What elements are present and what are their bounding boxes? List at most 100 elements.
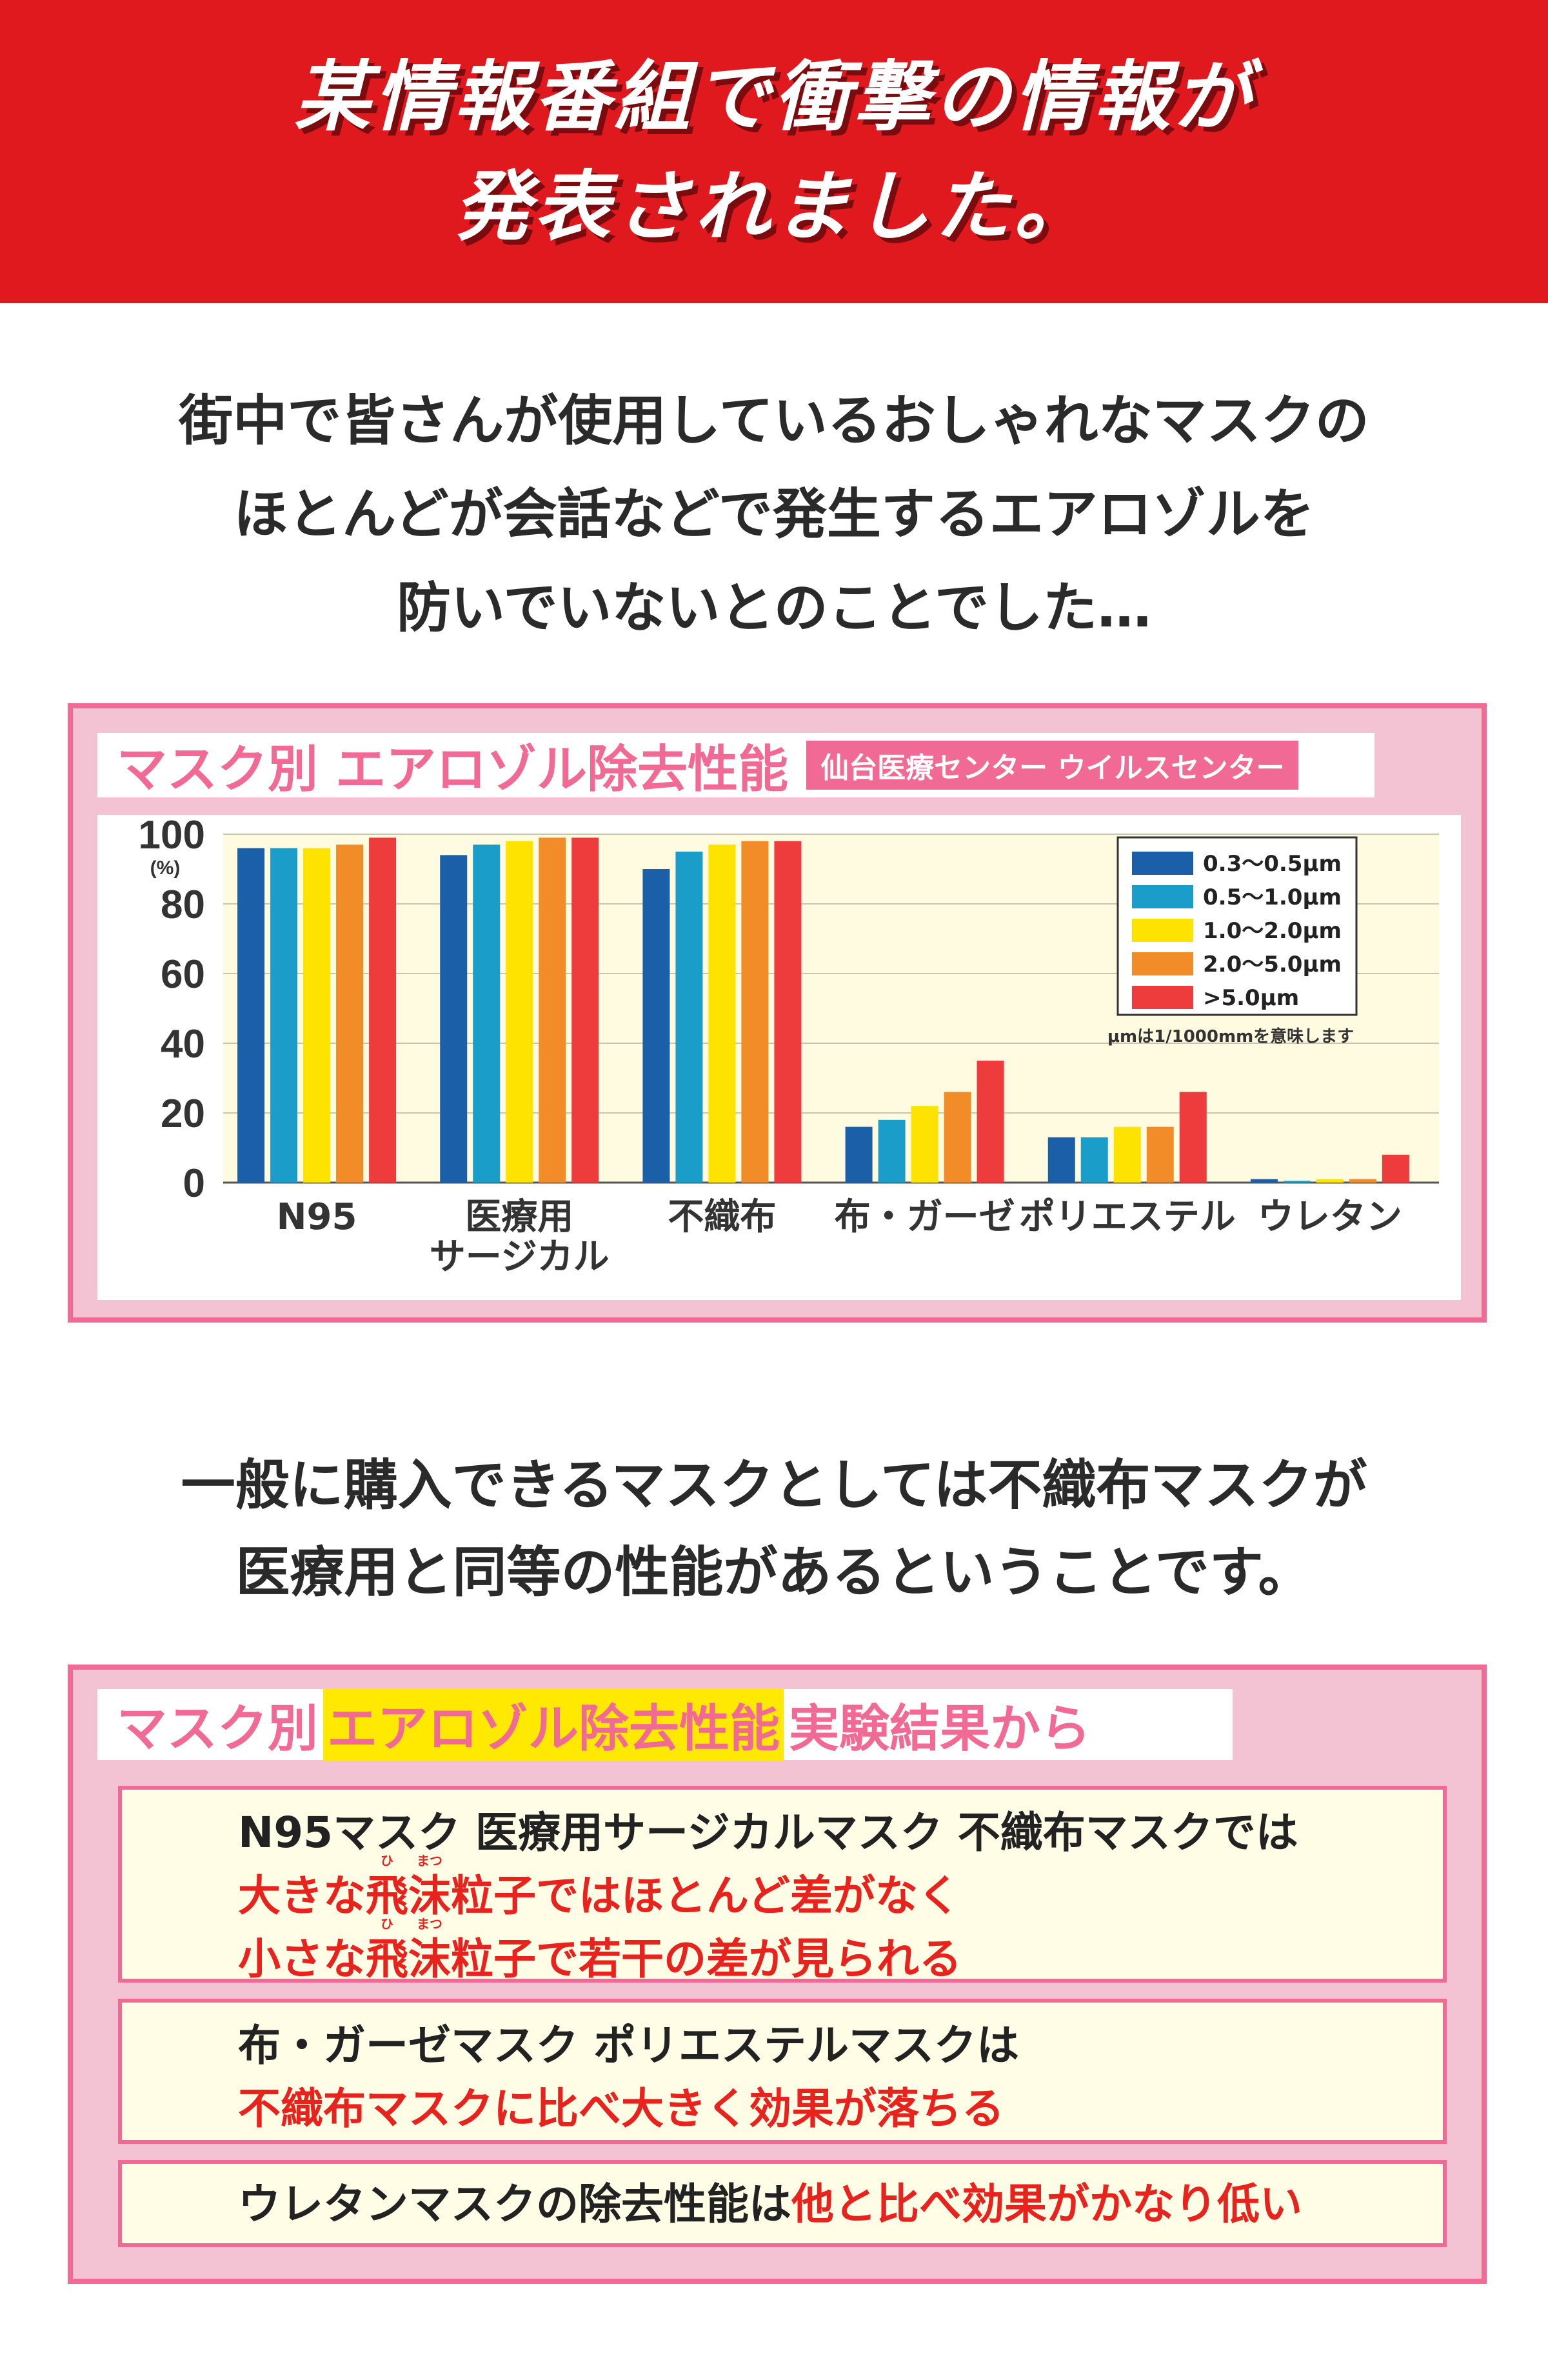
top-banner: 某情報番組で衝撃の情報が 発表されました。 <box>0 0 1548 303</box>
chart-header: マスク別 エアロゾル除去性能 仙台医療センター ウイルスセンター <box>97 733 1374 799</box>
results-title-highlight: エアロゾル除去性能 <box>323 1688 784 1761</box>
kanji-hi-2: 飛 <box>366 1934 408 1984</box>
bar-1-0 <box>440 855 468 1183</box>
finding-3-line: ウレタンマスクの除去性能は他と比べ効果がかなり低い <box>238 2173 1443 2236</box>
bar-5-2 <box>1316 1179 1344 1183</box>
kanji-hi: 飛 <box>366 1871 408 1921</box>
bar-1-1 <box>473 845 501 1183</box>
legend-label-2: 1.0〜2.0μm <box>1203 918 1342 944</box>
bar-5-1 <box>1283 1181 1311 1183</box>
legend-swatch-1 <box>1132 885 1193 908</box>
x-category-label-5: ウレタン <box>1258 1196 1402 1238</box>
intro-text: 街中で皆さんが使用しているおしゃれなマスクの ほとんどが会話などで発生するエアロ… <box>0 374 1548 655</box>
kanji-matsu-2: 沫 <box>408 1934 451 1984</box>
results-title-suffix: 実験結果から <box>789 1700 1091 1758</box>
finding-1-line-2-end: 粒子ではほとんど差がなく <box>451 1871 961 1921</box>
chart-source-badge: 仙台医療センター ウイルスセンター <box>806 741 1299 790</box>
ruby-text-hi: ひ <box>381 1853 393 1868</box>
intro-line-1: 街中で皆さんが使用しているおしゃれなマスクの <box>179 389 1369 452</box>
finding-2-line-2: 不織布マスクに比べ大きく効果が落ちる <box>238 2084 1004 2134</box>
y-tick-label-60: 60 <box>161 952 205 997</box>
summary-text: 一般に購入できるマスクとしては不織布マスクが 医療用と同等の性能があるということ… <box>0 1442 1548 1616</box>
bar-0-1 <box>270 848 298 1183</box>
bar-1-4 <box>571 837 599 1183</box>
finding-2-line-1: 布・ガーゼマスク ポリエステルマスクは <box>238 2021 1019 2070</box>
finding-1-line-3: 小さな飛ひ沫 まつ 粒子で若干の差が見られる <box>238 1916 1443 1991</box>
bar-3-0 <box>845 1126 873 1183</box>
legend-note: μmは1/1000mmを意味します <box>1107 1026 1354 1046</box>
ruby-hi-2: 飛ひ <box>366 1916 408 1991</box>
bar-4-0 <box>1047 1137 1075 1183</box>
ruby-matsu-2: 沫まつ <box>408 1916 451 1991</box>
bar-2-3 <box>741 841 769 1183</box>
finding-box-1: N95マスク 医療用サージカルマスク 不織布マスクでは 大きな飛ひ沫まつ 粒子では… <box>118 1786 1447 1984</box>
finding-1-line-2: 大きな飛ひ沫 まつ 粒子ではほとんど差がなく <box>238 1853 1443 1928</box>
banner-headline-line2: 発表されました。 <box>453 162 1094 251</box>
bar-3-1 <box>878 1119 906 1183</box>
finding-3-text-red: 他と比べ効果がかなり低い <box>791 2179 1302 2229</box>
y-axis-unit: (%) <box>150 857 181 879</box>
results-title-prefix: マスク別 <box>117 1700 319 1758</box>
summary-line-1: 一般に購入できるマスクとしては不織布マスクが <box>181 1454 1367 1517</box>
legend-swatch-2 <box>1132 919 1193 942</box>
bar-0-2 <box>303 848 331 1183</box>
ruby-matsu: 沫まつ <box>408 1853 451 1928</box>
ruby-text-matsu: まつ <box>417 1853 442 1868</box>
bar-5-3 <box>1349 1179 1376 1183</box>
bar-5-0 <box>1250 1179 1278 1183</box>
y-tick-label-80: 80 <box>161 883 205 927</box>
legend-label-0: 0.3〜0.5μm <box>1203 851 1342 877</box>
legend-swatch-4 <box>1132 986 1193 1009</box>
kanji-matsu: 沫 <box>408 1871 451 1921</box>
bar-2-4 <box>774 841 802 1183</box>
bar-2-1 <box>675 852 703 1183</box>
bar-3-4 <box>977 1061 1004 1183</box>
chart-panel: マスク別 エアロゾル除去性能 仙台医療センター ウイルスセンター 0 20 40 60… <box>68 703 1487 1323</box>
x-category-label-3: 布・ガーゼ <box>835 1196 1015 1238</box>
bar-4-2 <box>1113 1126 1141 1183</box>
legend-swatch-0 <box>1132 852 1193 875</box>
finding-box-2: 布・ガーゼマスク ポリエステルマスクは 不織布マスクに比べ大きく効果が落ちる <box>118 1999 1447 2144</box>
results-header: マスク別 エアロゾル除去性能 実験結果から <box>97 1688 1233 1761</box>
ruby-text-matsu-2: まつ <box>417 1916 442 1932</box>
y-tick-label-0: 0 <box>183 1161 205 1206</box>
bar-0-4 <box>369 837 397 1183</box>
legend-label-1: 0.5〜1.0μm <box>1203 885 1342 910</box>
legend-label-3: 2.0〜5.0μm <box>1203 952 1342 977</box>
x-category-label-0: N95 <box>277 1196 357 1238</box>
finding-1-line-2-start: 大きな <box>238 1871 366 1921</box>
bar-2-0 <box>642 869 670 1183</box>
bar-4-4 <box>1179 1092 1207 1183</box>
chart-title: マスク別 エアロゾル除去性能 <box>117 741 789 799</box>
bar-1-3 <box>539 837 566 1183</box>
bar-5-4 <box>1382 1154 1409 1183</box>
y-tick-label-20: 20 <box>161 1092 205 1136</box>
legend-swatch-3 <box>1132 952 1193 975</box>
results-panel: マスク別 エアロゾル除去性能 実験結果から N95マスク 医療用サージカルマスク… <box>68 1665 1487 2284</box>
bar-4-3 <box>1146 1126 1174 1183</box>
finding-1-line-3-end: 粒子で若干の差が見られる <box>451 1934 962 1984</box>
bar-3-3 <box>944 1092 971 1183</box>
bar-0-3 <box>336 845 364 1183</box>
finding-1-line-3-start: 小さな <box>238 1934 366 1984</box>
x-category-label-4: ポリエステル <box>1019 1196 1236 1238</box>
summary-line-2: 医療用と同等の性能があるということです。 <box>235 1541 1313 1604</box>
finding-3-text-black: ウレタンマスクの除去性能は <box>238 2179 791 2229</box>
finding-1-line-1: N95マスク 医療用サージカルマスク 不織布マスクでは <box>238 1808 1298 1857</box>
legend-label-4: >5.0μm <box>1203 985 1299 1011</box>
ruby-text-hi-2: ひ <box>381 1916 393 1932</box>
banner-headline-line1: 某情報番組で衝撃の情報が <box>293 52 1254 141</box>
x-category-label-1: 医療用 <box>465 1196 573 1238</box>
bar-1-2 <box>506 841 533 1183</box>
bar-2-2 <box>708 845 736 1183</box>
y-tick-label-40: 40 <box>161 1022 205 1066</box>
bar-3-2 <box>911 1106 938 1183</box>
x-category-label-1-line2: サージカル <box>430 1236 610 1278</box>
intro-line-2: ほとんどが会話などで発生するエアロゾルを <box>233 483 1315 546</box>
ruby-hi: 飛ひ <box>366 1853 408 1928</box>
intro-line-3: 防いでいないとのことでした… <box>396 576 1152 639</box>
bar-4-1 <box>1080 1137 1108 1183</box>
finding-box-3: ウレタンマスクの除去性能は他と比べ効果がかなり低い <box>118 2160 1447 2247</box>
bar-chart: 0 20 40 60 80 100(%) N95 医療用サージカル 不織布 布・ガーゼ ポリエステル… <box>97 815 1461 1300</box>
x-category-label-2: 不織布 <box>668 1196 776 1238</box>
